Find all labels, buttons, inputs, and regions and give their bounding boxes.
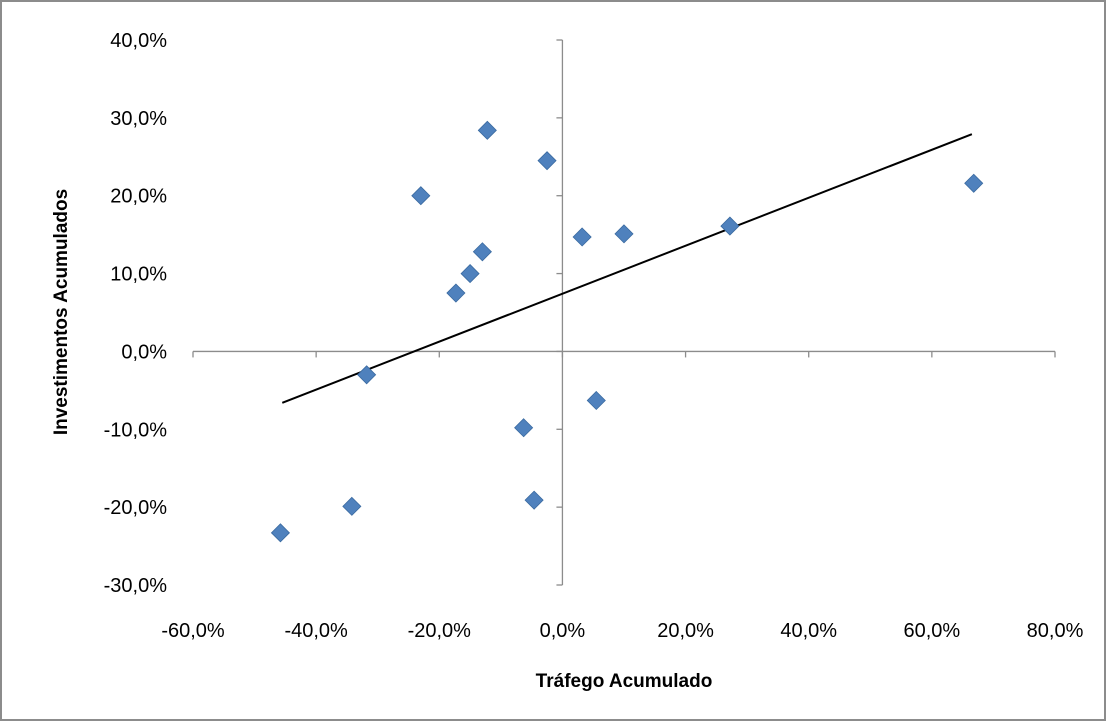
y-axis-ticks: [556, 39, 563, 586]
y-tick-label: -20,0%: [104, 497, 168, 519]
y-tick-label: 20,0%: [110, 186, 167, 208]
x-tick-label: -40,0%: [284, 620, 348, 642]
data-point: [964, 173, 984, 193]
data-point: [477, 120, 497, 140]
y-axis-tick-labels: -30,0% -20,0% -10,0% 0,0% 10,0% 20,0% 30,0% 40,…: [104, 30, 168, 597]
data-point: [720, 216, 740, 236]
data-point: [586, 390, 606, 411]
y-axis-title: Investimentos Acumulados: [51, 189, 72, 435]
data-points: [270, 120, 984, 543]
trendline: [281, 133, 973, 404]
data-point: [472, 242, 492, 262]
x-tick-label: 40,0%: [780, 620, 837, 642]
x-tick-label: 60,0%: [903, 620, 960, 642]
data-point: [524, 490, 544, 510]
x-tick-label: -20,0%: [408, 620, 472, 642]
x-tick-label: 80,0%: [1027, 620, 1084, 642]
y-tick-label: 0,0%: [121, 341, 167, 363]
axes: [193, 40, 1055, 585]
data-point: [411, 186, 431, 206]
y-tick-label: 10,0%: [110, 264, 167, 286]
y-tick-label: -10,0%: [104, 419, 168, 441]
x-axis-ticks: [192, 351, 1056, 358]
x-tick-label: 20,0%: [657, 620, 714, 642]
x-axis-title: Tráfego Acumulado: [536, 671, 713, 692]
y-tick-label: 40,0%: [110, 30, 167, 52]
data-point: [572, 227, 592, 247]
data-point: [514, 418, 534, 438]
data-point: [270, 523, 290, 543]
data-point: [460, 264, 480, 284]
y-tick-label: -30,0%: [104, 575, 168, 597]
y-tick-label: 30,0%: [110, 108, 167, 130]
x-tick-label: 0,0%: [540, 620, 586, 642]
data-point: [614, 224, 634, 244]
data-point: [357, 365, 377, 385]
x-tick-label: -60,0%: [161, 620, 225, 642]
data-point: [537, 151, 557, 171]
data-point: [342, 496, 362, 516]
x-axis-tick-labels: -60,0% -40,0% -20,0% 0,0% 20,0% 40,0% 60,0% 80,…: [161, 620, 1083, 642]
data-point: [446, 283, 466, 303]
